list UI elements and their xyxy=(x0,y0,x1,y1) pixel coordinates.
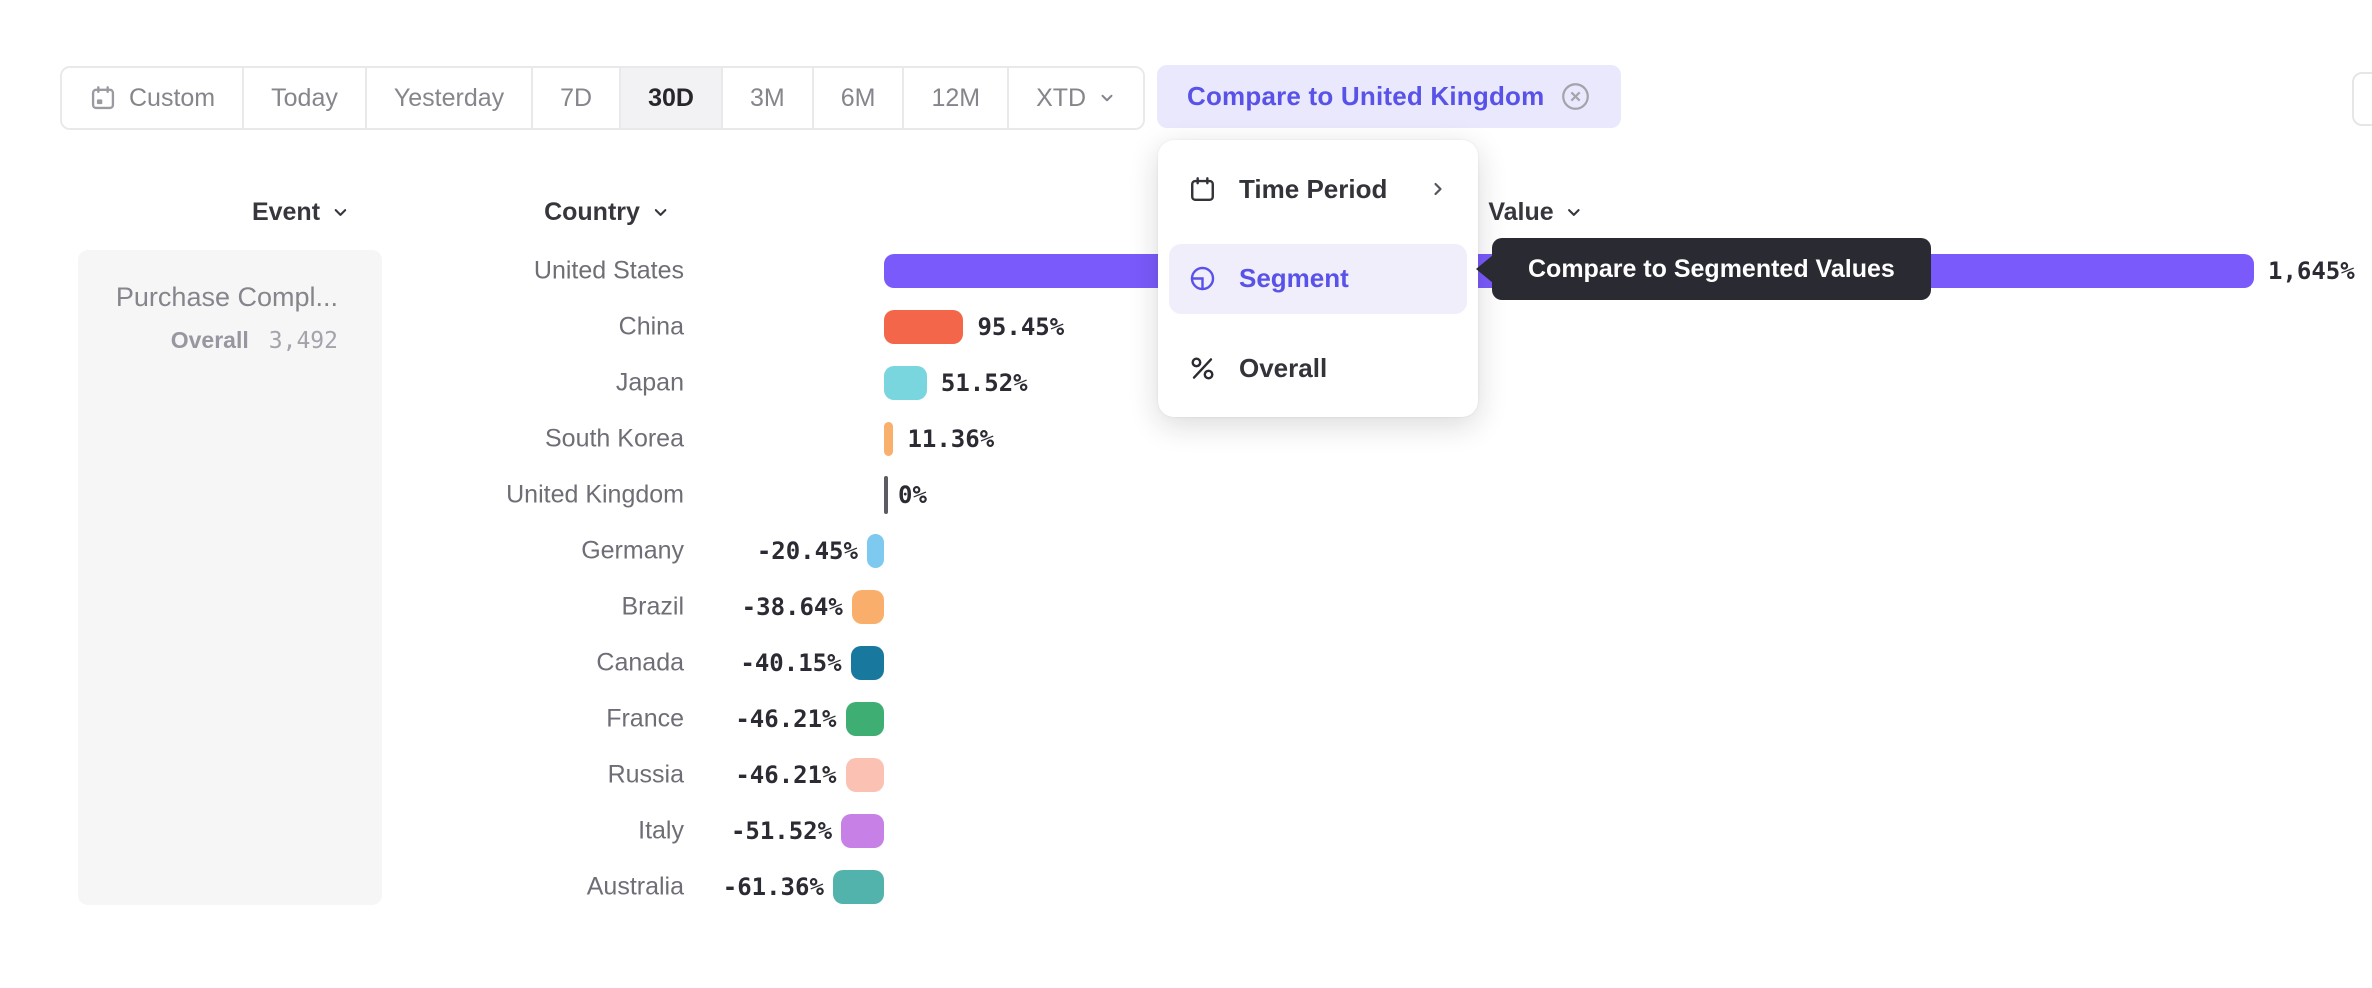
bar[interactable] xyxy=(884,366,927,400)
column-header-event-label: Event xyxy=(251,198,321,226)
date-range-label: 7D xyxy=(560,83,593,112)
date-range-label: Custom xyxy=(129,83,216,112)
bar[interactable] xyxy=(850,646,884,680)
value-label: -61.36% xyxy=(722,873,824,901)
date-range-3m[interactable]: 3M xyxy=(722,68,814,128)
menu-item-label: Overall xyxy=(1239,352,1328,383)
chart-row-italy: Italy -51.52% xyxy=(0,803,2372,859)
country-label[interactable]: Australia xyxy=(586,872,684,901)
value-label: 1,645% xyxy=(2268,257,2355,285)
country-label[interactable]: Brazil xyxy=(621,592,684,621)
chart-row-china: China 95.45% xyxy=(0,299,2372,355)
chevron-down-icon xyxy=(654,209,667,216)
chart-row-japan: Japan 51.52% xyxy=(0,355,2372,411)
menu-item-label: Time Period xyxy=(1239,173,1388,204)
menu-item-segment[interactable]: Segment xyxy=(1169,243,1467,314)
chart-row-russia: Russia -46.21% xyxy=(0,747,2372,803)
chart-row-brazil: Brazil -38.64% xyxy=(0,579,2372,635)
country-label[interactable]: Canada xyxy=(596,648,684,677)
chart-row-germany: Germany -20.45% xyxy=(0,523,2372,579)
value-label: 11.36% xyxy=(907,425,995,453)
value-label: 0% xyxy=(898,481,927,509)
value-label: -46.21% xyxy=(735,705,837,733)
date-range-label: XTD xyxy=(1036,83,1087,112)
value-label: -38.64% xyxy=(741,593,843,621)
segment-icon xyxy=(1190,266,1215,291)
chart-row-united-kingdom: United Kingdom 0% xyxy=(0,467,2372,523)
event-name: Purchase Compl... xyxy=(115,282,338,312)
value-label: -51.52% xyxy=(730,817,833,845)
country-label[interactable]: France xyxy=(606,704,684,733)
overall-value: 3,492 xyxy=(268,328,338,354)
date-range-6m[interactable]: 6M xyxy=(813,68,905,128)
calendar-icon xyxy=(91,86,115,110)
date-range-yesterday[interactable]: Yesterday xyxy=(366,68,534,128)
bar[interactable] xyxy=(841,814,884,848)
event-overall-row: Overall 3,492 xyxy=(98,327,338,354)
column-header-value[interactable]: Value xyxy=(1488,198,1583,227)
chart-row-france: France -46.21% xyxy=(0,691,2372,747)
date-range-7d[interactable]: 7D xyxy=(533,68,622,128)
event-panel[interactable]: Purchase Compl... Overall 3,492 xyxy=(78,250,382,905)
country-label[interactable]: Italy xyxy=(638,816,684,845)
column-header-event[interactable]: Event xyxy=(252,198,350,227)
date-range-toolbar: Custom Today Yesterday 7D 30D 3M 6M 12M XTD xyxy=(60,66,1146,130)
country-label[interactable]: Russia xyxy=(607,760,684,789)
bar[interactable] xyxy=(851,590,884,624)
remove-compare-icon[interactable] xyxy=(1560,81,1591,112)
chevron-down-icon xyxy=(1568,209,1580,216)
date-range-today[interactable]: Today xyxy=(244,68,367,128)
menu-item-overall[interactable]: Overall xyxy=(1169,333,1467,403)
tooltip: Compare to Segmented Values xyxy=(1492,238,1931,300)
compare-options-menu: Time Period Segment Overall xyxy=(1158,140,1478,417)
calendar-icon xyxy=(1191,176,1214,201)
bar[interactable] xyxy=(832,870,884,904)
overall-label: Overall xyxy=(170,327,249,353)
bar[interactable] xyxy=(845,758,884,792)
value-label: 51.52% xyxy=(940,369,1028,397)
column-header-country[interactable]: Country xyxy=(544,198,670,227)
country-label[interactable]: Japan xyxy=(615,368,684,397)
value-label: 95.45% xyxy=(977,313,1065,341)
date-range-30d[interactable]: 30D xyxy=(621,68,723,128)
date-range-label: Today xyxy=(271,83,338,112)
chart-row-australia: Australia -61.36% xyxy=(0,859,2372,915)
column-header-country-label: Country xyxy=(544,198,640,226)
percent-icon xyxy=(1191,357,1214,379)
bar[interactable] xyxy=(884,476,888,514)
country-label[interactable]: United States xyxy=(533,256,684,285)
chevron-right-icon xyxy=(1434,182,1442,196)
date-range-12m[interactable]: 12M xyxy=(904,68,1010,128)
date-range-label: 12M xyxy=(931,83,981,112)
date-range-label: 3M xyxy=(749,83,785,112)
tooltip-text: Compare to Segmented Values xyxy=(1528,254,1895,283)
bar[interactable] xyxy=(884,310,964,344)
compare-chip-label: Compare to United Kingdom xyxy=(1187,81,1545,111)
country-label[interactable]: China xyxy=(618,312,684,341)
date-range-label: 6M xyxy=(840,83,876,112)
value-label: -46.21% xyxy=(735,761,837,789)
country-label[interactable]: South Korea xyxy=(545,424,684,453)
country-label[interactable]: Germany xyxy=(581,536,684,565)
date-range-label: Yesterday xyxy=(393,83,505,112)
bar[interactable] xyxy=(845,702,884,736)
column-header-value-label: Value xyxy=(1488,198,1554,226)
chart-row-canada: Canada -40.15% xyxy=(0,635,2372,691)
bar[interactable] xyxy=(884,422,894,456)
date-range-label: 30D xyxy=(648,83,694,112)
country-label[interactable]: United Kingdom xyxy=(506,480,684,509)
value-label: -20.45% xyxy=(756,537,858,565)
chevron-down-icon xyxy=(1101,94,1113,102)
date-range-custom[interactable]: Custom xyxy=(62,68,245,128)
menu-item-time-period[interactable]: Time Period xyxy=(1169,154,1467,224)
value-label: -40.15% xyxy=(740,649,842,677)
date-range-xtd[interactable]: XTD xyxy=(1009,68,1144,128)
chart-row-south-korea: South Korea 11.36% xyxy=(0,411,2372,467)
clipped-edge-button[interactable] xyxy=(2352,72,2372,126)
compare-chip[interactable]: Compare to United Kingdom xyxy=(1157,65,1622,128)
chevron-down-icon xyxy=(334,209,347,216)
bar[interactable] xyxy=(866,534,884,568)
menu-item-label: Segment xyxy=(1239,263,1349,293)
